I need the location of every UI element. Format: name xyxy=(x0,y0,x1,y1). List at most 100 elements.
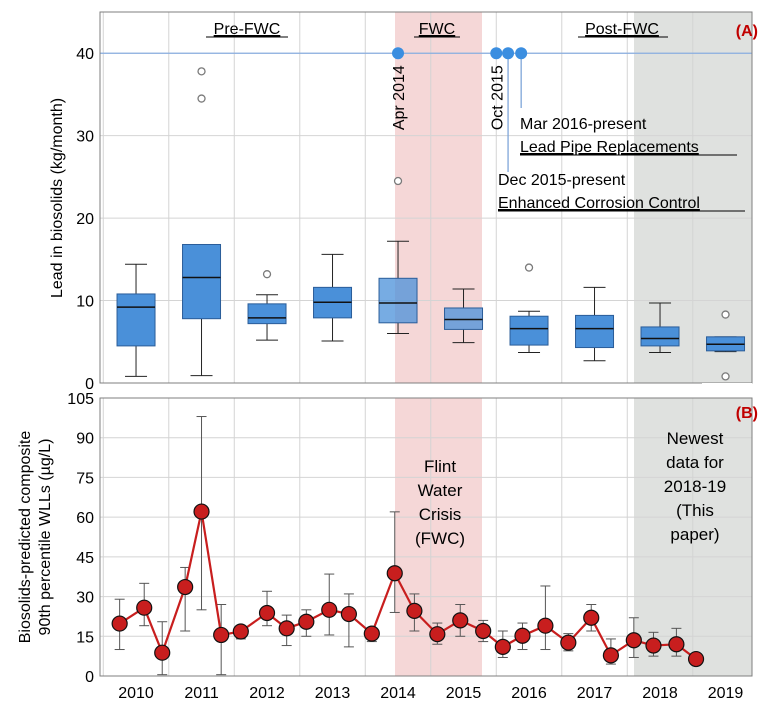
box-outlier xyxy=(393,176,403,186)
series-point xyxy=(258,604,276,622)
event-note-mar2016-line1: Mar 2016-present xyxy=(520,116,647,133)
series-point xyxy=(406,602,423,619)
event-note-dec2015-line2: Enhanced Corrosion Control xyxy=(498,195,700,212)
box-outlier xyxy=(197,94,206,103)
series-point xyxy=(213,626,230,644)
series-point xyxy=(668,636,685,653)
annotation-fwc-line: Crisis xyxy=(419,505,462,524)
series-point xyxy=(278,620,295,637)
panel-a-events: Apr 2014 Oct 2015 Mar 2016-present Lead Pip… xyxy=(391,47,745,212)
series-point xyxy=(645,637,662,654)
series-point xyxy=(625,632,642,649)
event-label-rotated: Apr 2014 xyxy=(391,65,408,130)
panel-a-y-ticks: 0 10 20 30 40 xyxy=(76,46,94,393)
event-marker xyxy=(502,47,515,60)
annotation-newest-line: 2018-19 xyxy=(664,477,726,496)
panel-a-frame xyxy=(99,11,753,384)
series-point xyxy=(537,617,554,634)
box-outlier xyxy=(721,372,730,381)
box-iqr xyxy=(182,243,222,320)
panel-b-x-ticks: 2010 2011 2012 2013 2014 2015 2016 2017 2018 2019 xyxy=(118,685,743,702)
panel-b-xtick-label: 2017 xyxy=(577,685,613,702)
panel-a-ytick-label: 10 xyxy=(76,294,94,311)
event-label-rotated: Oct 2015 xyxy=(489,65,506,130)
series-line xyxy=(119,511,697,660)
event-marker xyxy=(515,47,528,60)
series-point xyxy=(560,634,577,651)
panel-a-label: (A) xyxy=(736,23,758,40)
panel-b-series xyxy=(111,416,705,676)
series-point xyxy=(340,605,357,623)
panel-b-annotations: Flint Water Crisis (FWC) Newest data for 2018-… xyxy=(415,429,726,548)
period-label-post: Post-FWC xyxy=(585,21,659,38)
panel-b-frame xyxy=(99,397,753,677)
annotation-newest-line: paper) xyxy=(670,525,719,544)
panel-b-label: (B) xyxy=(736,405,758,422)
period-label-pre: Pre-FWC xyxy=(214,21,281,38)
panel-b-xtick-label: 2016 xyxy=(511,685,547,702)
event-marker xyxy=(392,47,405,60)
panel-b-xtick-label: 2011 xyxy=(184,685,219,702)
panel-a-ytick-label: 0 xyxy=(85,376,94,393)
panel-b-xtick-label: 2019 xyxy=(708,685,744,702)
series-point xyxy=(514,627,531,644)
panel-b-xtick-label: 2018 xyxy=(642,685,678,702)
box-outlier xyxy=(524,263,534,272)
panel-a-ytick-label: 30 xyxy=(76,129,94,146)
panel-b-ytick-label: 75 xyxy=(76,470,94,487)
panel-b-ytick-label: 45 xyxy=(76,550,94,567)
panel-b-ytick-label: 105 xyxy=(67,391,94,408)
series-point xyxy=(154,644,171,661)
series-point xyxy=(232,623,249,640)
series-point xyxy=(386,565,403,582)
panel-b-ylabel-line: Biosolids-predicted composite xyxy=(17,431,34,644)
series-point xyxy=(136,599,153,616)
box-iqr xyxy=(509,315,549,346)
annotation-fwc-line: Flint xyxy=(424,457,456,476)
panel-b-ytick-label: 0 xyxy=(85,669,94,686)
box-iqr xyxy=(444,307,484,330)
series-point xyxy=(494,638,511,655)
panel-b-y-ticks: 0 15 30 45 60 75 90 105 xyxy=(67,391,94,686)
series-point xyxy=(363,625,380,642)
box-iqr xyxy=(378,277,418,324)
event-note-mar2016-line2: Lead Pipe Replacements xyxy=(520,139,699,156)
annotation-newest-line: Newest xyxy=(667,429,724,448)
series-point xyxy=(475,622,492,640)
event-note-dec2015-line1: Dec 2015-present xyxy=(498,172,626,189)
panel-b-xtick-label: 2013 xyxy=(315,685,351,702)
event-marker xyxy=(490,47,503,60)
panel-b-ylabel-line: 90th percentile WLLs (µg/L) xyxy=(37,439,54,636)
series-point xyxy=(321,601,338,618)
box-iqr xyxy=(116,293,156,347)
series-point xyxy=(298,613,315,630)
series-point xyxy=(111,615,128,632)
annotation-newest-line: data for xyxy=(666,453,724,472)
panel-a-ytick-label: 20 xyxy=(76,211,94,228)
box-outlier xyxy=(262,270,272,279)
panel-a-legend-blank xyxy=(702,383,752,389)
panel-b-xtick-label: 2010 xyxy=(118,685,154,702)
panel-b-ylabel: Biosolids-predicted composite 90th percen… xyxy=(17,431,54,644)
panel-b-ytick-label: 60 xyxy=(76,510,94,527)
box-outlier xyxy=(721,310,730,319)
series-point xyxy=(452,612,469,629)
series-point xyxy=(583,609,600,626)
series-point xyxy=(687,650,705,668)
panel-a: Apr 2014 Oct 2015 Mar 2016-present Lead Pip… xyxy=(49,11,758,393)
box-iqr xyxy=(247,303,287,325)
series-point xyxy=(193,503,210,520)
period-label-fwc: FWC xyxy=(419,21,455,38)
panel-a-ytick-label: 40 xyxy=(76,46,94,63)
annotation-newest-line: (This xyxy=(676,501,714,520)
box-iqr xyxy=(640,326,680,347)
series-point xyxy=(177,578,194,596)
panel-b-ytick-label: 90 xyxy=(76,431,94,448)
panel-b-xtick-label: 2012 xyxy=(249,685,285,702)
box-iqr xyxy=(575,314,615,349)
box-outlier xyxy=(197,67,206,76)
panel-b-ytick-label: 15 xyxy=(76,629,94,646)
panel-a-ylabel: Lead in biosolids (kg/month) xyxy=(49,98,66,298)
